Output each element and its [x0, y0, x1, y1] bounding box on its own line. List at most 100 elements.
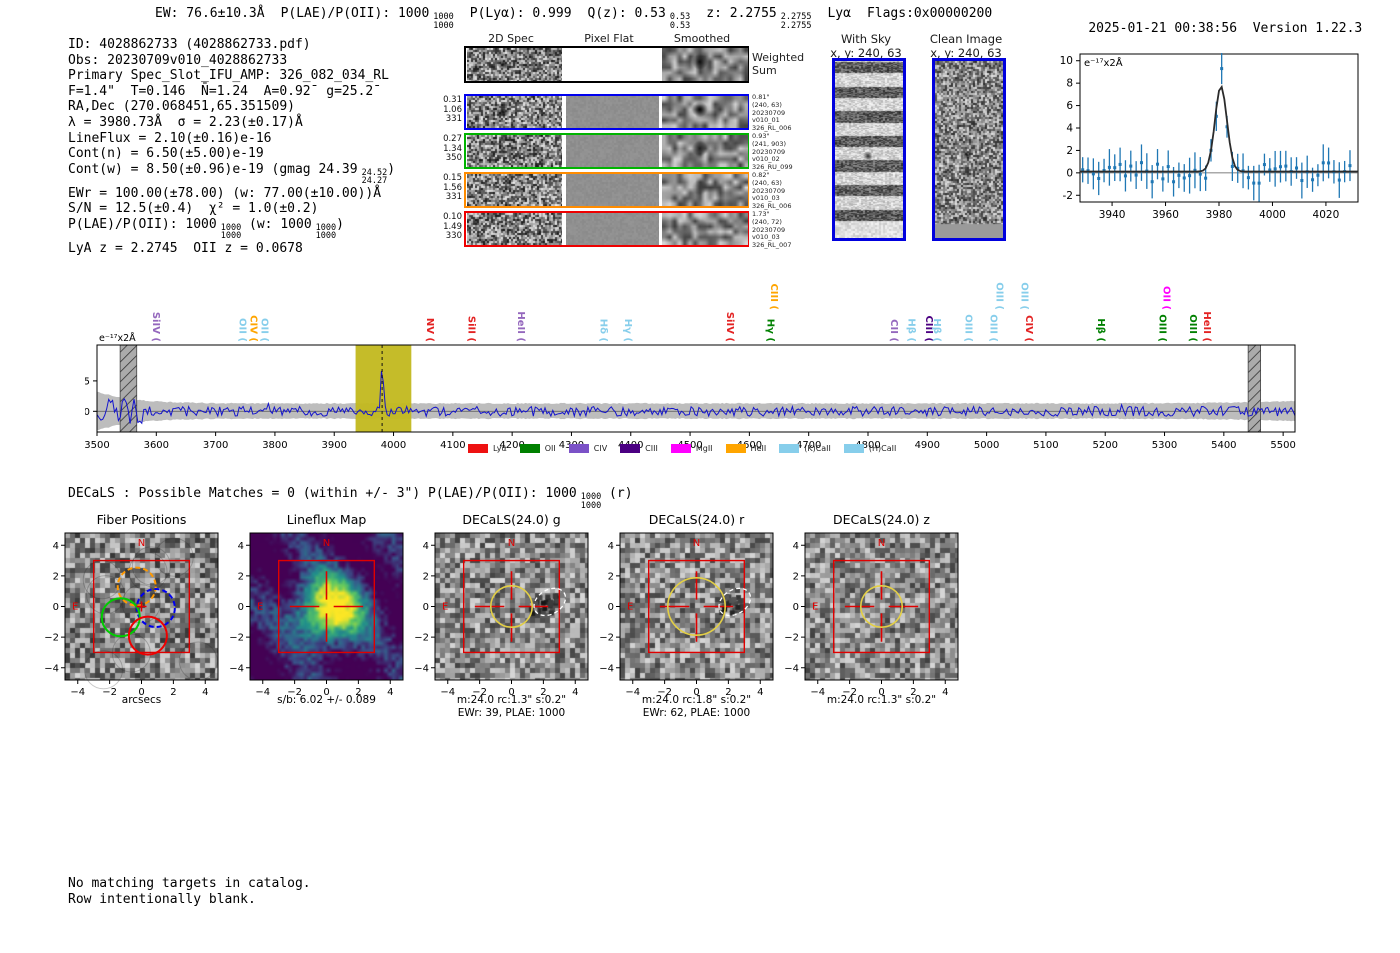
- svg-text:4800: 4800: [855, 440, 880, 451]
- svg-text:5100: 5100: [1033, 440, 1058, 451]
- svg-text:4: 4: [793, 541, 799, 552]
- cutout-image-1: [250, 533, 403, 680]
- svg-text:−4: −4: [414, 663, 429, 674]
- spec2d-image-row3: [467, 174, 562, 206]
- spectral-line-label-OIII-24: OIII (: [1187, 314, 1198, 342]
- spec2d-row-2: [464, 133, 749, 169]
- cutout-title-1: Lineflux Map: [286, 512, 367, 527]
- svg-text:8: 8: [1066, 78, 1073, 90]
- spectral-line-label-OIII-17: OIII (: [988, 314, 999, 342]
- detection-info-block: ID: 4028862733 (4028862733.pdf) Obs: 2023…: [68, 37, 395, 257]
- svg-text:3500: 3500: [85, 440, 110, 451]
- header-stat-6: Flags:0x00000200: [866, 6, 993, 21]
- fiber-circle: [100, 597, 141, 638]
- pixelflat-image-row3: [566, 174, 659, 206]
- svg-text:4: 4: [942, 687, 948, 698]
- svg-text:4: 4: [387, 687, 393, 698]
- compass-north-label: N: [878, 538, 885, 549]
- svg-text:2: 2: [1066, 145, 1073, 157]
- svg-text:4600: 4600: [737, 440, 762, 451]
- spec2d-left-labels-row3: 0.15 1.56 331: [443, 173, 462, 202]
- svg-text:−2: −2: [472, 687, 487, 698]
- svg-text:2: 2: [793, 571, 799, 582]
- legend-swatch-HeII: [725, 444, 746, 453]
- spec2d-image-row2: [467, 135, 562, 167]
- compass-north-label: N: [693, 538, 700, 549]
- cleanimage-title: Clean Image x, y: 240, 63: [929, 32, 1003, 60]
- svg-text:0: 0: [608, 602, 614, 613]
- svg-text:4100: 4100: [440, 440, 465, 451]
- cutout-title-3: DECaLS(24.0) r: [648, 512, 745, 527]
- spec2d-right-labels-row4: 1.73" (240, 72) 20230709 v010_03 326_RL_007: [752, 210, 792, 250]
- svg-text:3940: 3940: [1099, 209, 1126, 221]
- info-line-4: RA,Dec (270.068451,65.351509): [68, 99, 295, 115]
- spectral-line-label-CII-12: CII (: [888, 319, 899, 342]
- cutout-xlabel-0: arcsecs: [121, 694, 162, 706]
- svg-text:−2: −2: [102, 687, 117, 698]
- spec2d-row-1: [464, 94, 749, 130]
- legend-item-CIII: CIII: [620, 444, 658, 453]
- compass-east-label: E: [442, 602, 448, 613]
- svg-text:e⁻¹⁷x2Å: e⁻¹⁷x2Å: [99, 332, 136, 344]
- spectral-line-label-SiII-5: SiII (: [466, 316, 477, 342]
- svg-text:4: 4: [608, 541, 614, 552]
- spectral-line-label-HeII-25: HeII (: [1201, 311, 1212, 342]
- svg-text:3800: 3800: [262, 440, 287, 451]
- legend-swatch-(H)CaII: [843, 444, 864, 453]
- spectral-line-label-OII-23: OII (: [1161, 286, 1172, 310]
- footer-line-1: No matching targets in catalog.: [68, 876, 311, 891]
- spectral-line-label-Hβ-13: Hβ (: [906, 318, 917, 342]
- spectral-line-label-HeII-6: HeII (: [515, 311, 526, 342]
- spec2d-row-0: [464, 46, 749, 83]
- smoothed-image-row0: [662, 48, 748, 81]
- spec2d-right-labels-row1: 0.81" (240, 63) 20230709 v010_01 326_RL_006: [752, 93, 792, 133]
- withsky-image-panel: [832, 58, 906, 241]
- compass-north-label: N: [138, 538, 145, 549]
- svg-text:0: 0: [508, 687, 514, 698]
- svg-text:0: 0: [85, 407, 90, 418]
- col-header-2dspec: 2D Spec: [488, 32, 534, 45]
- svg-text:−4: −4: [229, 663, 244, 674]
- fiber-circle: [116, 566, 157, 607]
- header-stat-4: z: 2.2755 2.2755 2.2755: [706, 6, 812, 31]
- spectral-line-label-OIII-18: OIII (: [994, 282, 1005, 310]
- info-line-3: F=1.4" T=0.146 N̄=1.24 A=0.92̄ g=25.2̄: [68, 83, 374, 99]
- cutout-image-4: [805, 533, 958, 680]
- spec2d-right-labels-row0: Weighted Sum: [752, 51, 805, 77]
- legend-item-Lyα: Lyα: [468, 444, 507, 453]
- svg-text:-2: -2: [1063, 190, 1073, 202]
- svg-text:0: 0: [878, 687, 884, 698]
- svg-text:−4: −4: [44, 663, 59, 674]
- svg-text:10: 10: [1060, 55, 1073, 67]
- svg-text:−4: −4: [440, 687, 455, 698]
- svg-text:5: 5: [85, 376, 90, 387]
- header-stat-1: P(LAE)/P(OII): 1000 1000 1000: [280, 6, 454, 31]
- cleanimage-image-panel: [932, 58, 1006, 241]
- svg-text:0: 0: [423, 602, 429, 613]
- svg-text:4: 4: [1066, 123, 1073, 135]
- smoothed-image-row4: [662, 213, 748, 245]
- compass-east-label: E: [72, 602, 78, 613]
- info-line-9: EWr = 100.00(±78.00) (w: 77.00(±10.00))Å: [68, 185, 382, 201]
- cutout-title-0: Fiber Positions: [96, 512, 187, 527]
- spectral-line-label-Hβ-21: Hβ (: [1095, 318, 1106, 342]
- svg-text:−2: −2: [44, 633, 59, 644]
- header-stat-3: Q(z): 0.53 0.53 0.53: [587, 6, 691, 31]
- svg-text:6: 6: [1066, 100, 1073, 112]
- svg-text:−4: −4: [255, 687, 270, 698]
- spectrum-legend: Lyα OII CIV CIII MgII HeII (K)CaII (H)CaII: [468, 444, 896, 453]
- svg-text:0: 0: [238, 602, 244, 613]
- spectral-line-label-OII-1: OII (: [237, 318, 248, 342]
- svg-text:2: 2: [355, 687, 361, 698]
- col-header-pixelflat: Pixel Flat: [584, 32, 634, 45]
- decals-match-summary: DECaLS : Possible Matches = 0 (within +/…: [68, 486, 633, 511]
- zoomed-line-plot: 3940 3960 3980 4000 4020 -2 0 2 4 6 8 10 e⁻¹⁷x2Å: [1060, 53, 1359, 221]
- svg-text:4: 4: [572, 687, 578, 698]
- svg-text:0: 0: [138, 687, 144, 698]
- pixelflat-image-row2: [566, 135, 659, 167]
- spec2d-row-3: [464, 172, 749, 208]
- svg-text:5300: 5300: [1152, 440, 1177, 451]
- spectral-line-label-Hβ-15: Hβ (: [931, 318, 942, 342]
